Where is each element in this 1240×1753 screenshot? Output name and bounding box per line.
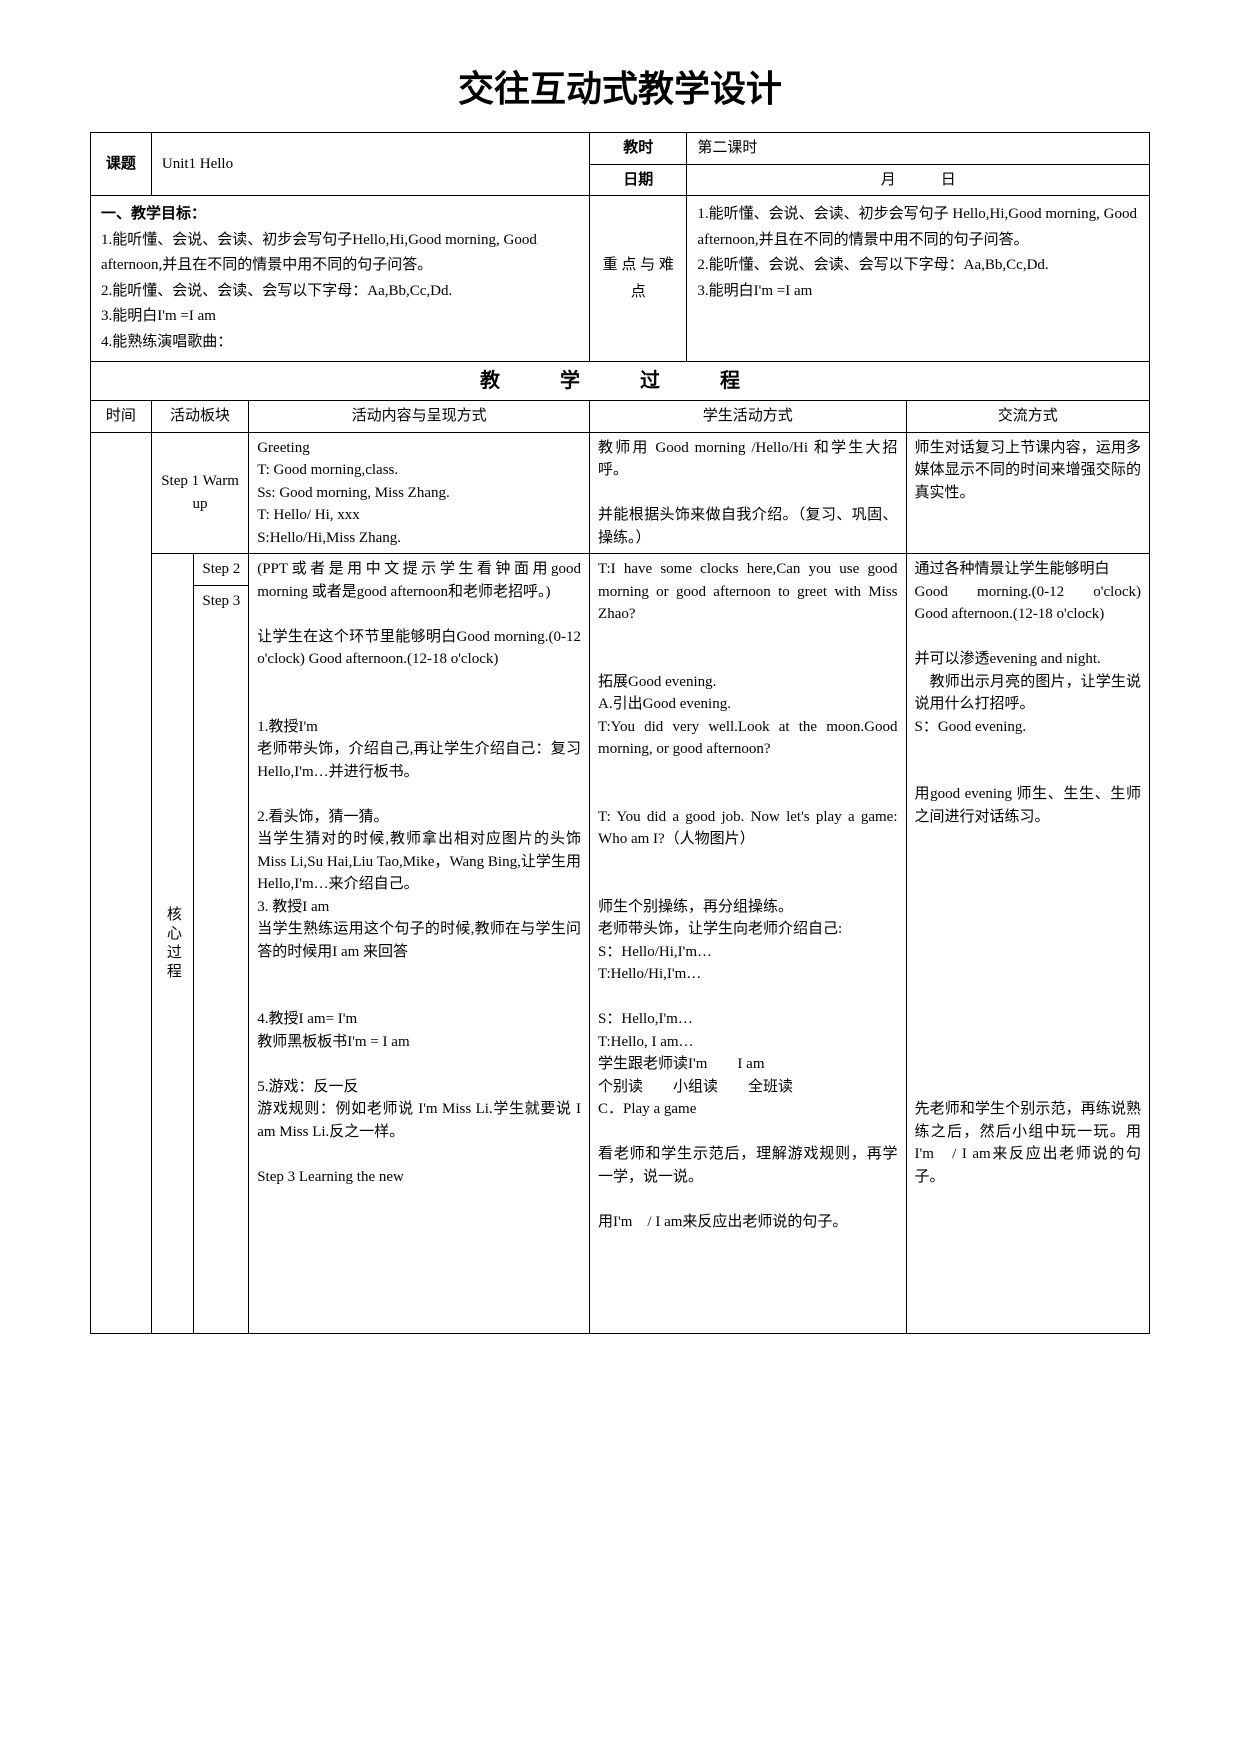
exchange-warmup: 师生对话复习上节课内容，运用多媒体显示不同的时间来增强交际的真实性。 bbox=[906, 432, 1149, 554]
activity-warmup: Greeting T: Good morning,class. Ss: Good… bbox=[249, 432, 590, 554]
col-block: 活动板块 bbox=[151, 401, 248, 433]
lesson-plan-table: 课题 Unit1 Hello 教时 第二课时 日期 月 日 一、教学目标： 1.… bbox=[90, 132, 1150, 1334]
period-value: 第二课时 bbox=[687, 133, 1150, 165]
student-core: T:I have some clocks here,Can you use go… bbox=[590, 554, 906, 1334]
student-warmup: 教师用 Good morning /Hello/Hi 和学生大招呼。 并能根据头… bbox=[590, 432, 906, 554]
process-header: 教 学 过 程 bbox=[91, 362, 1150, 401]
objective-2: 2.能听懂、会说、会读、会写以下字母：Aa,Bb,Cc,Dd. bbox=[101, 279, 579, 305]
objective-4: 4.能熟练演唱歌曲： bbox=[101, 330, 579, 356]
col-exchange: 交流方式 bbox=[906, 401, 1149, 433]
time-cell bbox=[91, 432, 152, 1334]
topic-value: Unit1 Hello bbox=[151, 133, 589, 196]
objective-1: 1.能听懂、会说、会读、初步会写句子Hello,Hi,Good morning,… bbox=[101, 228, 579, 279]
exchange-core: 通过各种情景让学生能够明白 Good morning.(0-12 o'clock… bbox=[906, 554, 1149, 1334]
col-student: 学生活动方式 bbox=[590, 401, 906, 433]
topic-label: 课题 bbox=[91, 133, 152, 196]
keypoints-cell: 1.能听懂、会说、会读、初步会写句子 Hello,Hi,Good morning… bbox=[687, 196, 1150, 362]
page-title: 交往互动式教学设计 bbox=[90, 60, 1150, 112]
objectives-heading: 一、教学目标： bbox=[101, 202, 579, 228]
date-label: 日期 bbox=[590, 164, 687, 196]
objectives-cell: 一、教学目标： 1.能听懂、会说、会读、初步会写句子Hello,Hi,Good … bbox=[91, 196, 590, 362]
block-step2: Step 2 bbox=[194, 554, 248, 586]
block-steps: Step 2 Step 3 bbox=[194, 554, 249, 1334]
keypoints-label: 重 点 与 难 点 bbox=[590, 196, 687, 362]
block-warmup: Step 1 Warm up bbox=[151, 432, 248, 554]
core-label: 核心过程 bbox=[151, 554, 194, 1334]
activity-core: (PPT或者是用中文提示学生看钟面用good morning 或者是good a… bbox=[249, 554, 590, 1334]
keypoint-1: 1.能听懂、会说、会读、初步会写句子 Hello,Hi,Good morning… bbox=[697, 202, 1139, 253]
objective-3: 3.能明白I'm =I am bbox=[101, 304, 579, 330]
keypoint-2: 2.能听懂、会说、会读、会写以下字母：Aa,Bb,Cc,Dd. bbox=[697, 253, 1139, 279]
col-time: 时间 bbox=[91, 401, 152, 433]
block-step3: Step 3 bbox=[194, 586, 248, 617]
col-activity: 活动内容与呈现方式 bbox=[249, 401, 590, 433]
period-label: 教时 bbox=[590, 133, 687, 165]
keypoint-3: 3.能明白I'm =I am bbox=[697, 279, 1139, 305]
date-value: 月 日 bbox=[687, 164, 1150, 196]
